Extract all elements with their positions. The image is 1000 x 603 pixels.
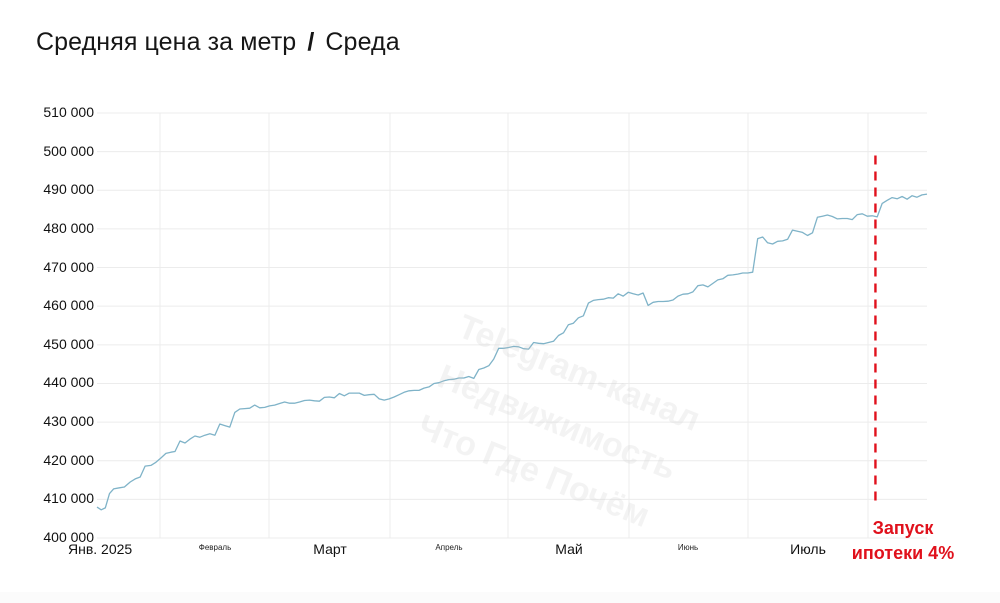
y-tick-label: 500 000 — [43, 142, 94, 159]
title-sub: Среда — [325, 28, 400, 56]
y-tick-label: 490 000 — [43, 181, 94, 198]
chart-title: Средняя цена за метр / Среда — [36, 28, 400, 57]
x-tick-label: Июнь — [677, 543, 699, 552]
y-tick-label: 470 000 — [43, 258, 94, 275]
y-tick-label: 480 000 — [43, 219, 94, 236]
x-tick-label: Март — [313, 541, 347, 557]
annotation-line-2: ипотеки 4% — [851, 543, 955, 563]
price-line-series — [96, 193, 928, 511]
x-tick-label: Февраль — [198, 543, 232, 552]
title-separator: / — [307, 28, 315, 56]
x-tick-label: Июль — [790, 541, 826, 557]
horizontal-gridlines — [97, 112, 927, 539]
x-tick-label: Янв. 2025 — [68, 541, 133, 557]
y-tick-label: 400 000 — [43, 529, 94, 545]
y-tick-label: 510 000 — [43, 104, 94, 120]
y-tick-label: 440 000 — [43, 374, 94, 391]
y-tick-label: 450 000 — [43, 335, 94, 352]
y-tick-label: 420 000 — [43, 451, 94, 468]
title-main: Средняя цена за метр — [36, 28, 297, 56]
vertical-gridlines — [159, 113, 869, 538]
annotation-line-1: Запуск — [872, 518, 934, 538]
x-tick-label: Апрель — [435, 543, 463, 552]
x-tick-label: Май — [555, 541, 583, 557]
mortgage-annotation: Запуск ипотеки 4% — [846, 516, 960, 566]
y-tick-label: 410 000 — [43, 490, 94, 507]
footer-strip — [0, 592, 1000, 603]
y-tick-label: 430 000 — [43, 413, 94, 430]
y-tick-label: 460 000 — [43, 297, 94, 314]
